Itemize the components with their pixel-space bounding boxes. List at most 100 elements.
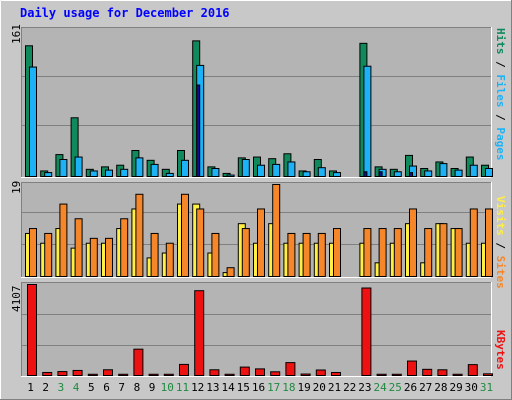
- kbytes-bar: [391, 373, 402, 376]
- files-bar: [165, 172, 174, 178]
- sites-bar: [29, 228, 37, 277]
- kbytes-bar: [57, 371, 68, 377]
- kbytes-bar: [103, 369, 113, 376]
- pages-bar: [409, 172, 413, 178]
- day-label: 23: [358, 381, 372, 394]
- files-bar: [317, 167, 326, 177]
- sites-bar: [317, 232, 326, 278]
- day-label: 11: [175, 381, 190, 394]
- kbytes-bar: [361, 287, 372, 377]
- kbytes-bar: [118, 373, 129, 376]
- files-bar: [439, 163, 448, 177]
- legend-text: Files: [494, 74, 507, 108]
- kbytes-bar: [179, 363, 189, 376]
- sites-bar: [211, 232, 220, 278]
- kbytes-bar: [315, 369, 326, 377]
- panel1-legend: Hits / Files / Pages: [494, 28, 507, 161]
- day-label: 8: [133, 381, 141, 394]
- files-bar: [363, 65, 372, 177]
- day-label: 18: [282, 381, 296, 394]
- files-bar: [393, 171, 402, 177]
- day-label: 27: [419, 381, 433, 394]
- files-bar: [120, 168, 129, 178]
- day-label: 4: [72, 381, 80, 394]
- day-label: 29: [449, 381, 463, 394]
- legend-text: Pages: [494, 127, 507, 161]
- day-label: 20: [312, 381, 326, 394]
- files-bar: [105, 169, 113, 177]
- sites-bar: [424, 228, 433, 277]
- sites-bar: [181, 193, 189, 277]
- kbytes-bar: [224, 373, 235, 376]
- day-label: 30: [464, 381, 478, 394]
- day-label: 15: [236, 381, 250, 394]
- day-label: 17: [267, 381, 281, 394]
- panel-1-background: [21, 27, 491, 177]
- day-label: 14: [221, 381, 235, 394]
- files-bar: [135, 157, 144, 177]
- files-bar: [241, 159, 250, 177]
- kbytes-bar: [300, 373, 311, 377]
- panel2-legend: Visits / Sites: [494, 196, 507, 289]
- sites-bar: [226, 267, 235, 278]
- sites-bar: [89, 237, 98, 277]
- panel3-legend: KBytes: [494, 330, 507, 370]
- files-bar: [150, 163, 159, 178]
- sites-bar: [135, 193, 144, 277]
- panel2-ymax-label: 19: [10, 180, 23, 194]
- kbytes-bar: [483, 373, 493, 377]
- kbytes-bar: [239, 366, 250, 377]
- kbytes-bar: [209, 369, 220, 376]
- sites-bar: [257, 208, 265, 277]
- sites-bar: [105, 237, 113, 277]
- legend-text: Hits: [494, 28, 507, 55]
- files-bar: [74, 156, 83, 178]
- sites-bar: [393, 228, 402, 277]
- panel-3-background: [21, 282, 491, 376]
- legend-text: KBytes: [494, 330, 507, 370]
- sites-bar: [165, 242, 174, 278]
- day-label: 24: [373, 381, 387, 394]
- files-bar: [302, 171, 311, 177]
- kbytes-bar: [437, 369, 448, 376]
- sites-bar: [287, 232, 296, 278]
- pages-bar: [196, 84, 201, 177]
- legend-text: /: [494, 107, 507, 128]
- day-label: 12: [191, 381, 205, 394]
- day-label: 25: [388, 381, 402, 394]
- panel3-ymax-label: 4107: [10, 285, 23, 313]
- files-bar: [181, 159, 189, 178]
- chart-title: Daily usage for December 2016: [20, 6, 230, 20]
- sites-bar: [150, 232, 159, 278]
- day-label: 28: [434, 381, 448, 394]
- kbytes-bar: [27, 284, 37, 376]
- kbytes-bar: [255, 368, 265, 376]
- sites-bar: [378, 228, 387, 277]
- kbytes-bar: [148, 373, 159, 376]
- files-bar: [272, 163, 281, 178]
- day-label: 7: [118, 381, 125, 394]
- kbytes-bar: [133, 348, 144, 377]
- files-bar: [257, 164, 265, 178]
- files-bar: [287, 161, 296, 177]
- sites-bar: [120, 218, 129, 277]
- files-bar: [226, 174, 235, 178]
- panel1-ymax-label: 161: [10, 24, 23, 44]
- sites-bar: [241, 228, 250, 277]
- day-label: 1: [27, 381, 34, 394]
- legend-text: Sites: [494, 255, 507, 289]
- day-label: 13: [206, 381, 220, 394]
- day-label: 26: [403, 381, 418, 394]
- day-label: 6: [103, 381, 110, 394]
- day-label: 5: [87, 381, 95, 394]
- sites-bar: [74, 218, 83, 277]
- files-bar: [59, 159, 68, 177]
- sites-bar: [272, 184, 281, 277]
- kbytes-bar: [285, 362, 296, 376]
- files-bar: [89, 170, 98, 178]
- sites-bar: [469, 208, 478, 277]
- kbytes-bar: [331, 371, 341, 377]
- sites-bar: [333, 228, 341, 277]
